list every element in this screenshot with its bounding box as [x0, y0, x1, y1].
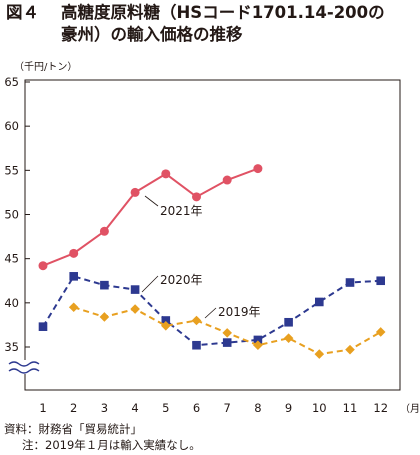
data-point-2019年-11 [345, 344, 355, 355]
data-point-2019年-6 [191, 315, 202, 326]
x-tick-label: 3 [101, 401, 108, 415]
data-point-2021年-1 [38, 261, 48, 271]
data-point-2021年-3 [99, 226, 109, 236]
chart-title: 図４ 高糖度原料糖（HSコード1701.14-200の 豪州）の輸入価格の推移 [6, 2, 385, 46]
data-point-2020年-8 [253, 335, 263, 345]
title-line-1: 高糖度原料糖（HSコード1701.14-200の [61, 3, 385, 22]
x-axis-unit: （月） [400, 403, 420, 415]
x-tick-label: 7 [224, 401, 231, 415]
data-point-2020年-11 [345, 278, 355, 287]
data-point-2020年-5 [161, 316, 171, 325]
y-tick-label: 35 [4, 340, 19, 354]
series-line-2021年 [42, 167, 259, 267]
series-label-2020年: 2020年 [160, 273, 203, 287]
series-label-2021年: 2021年 [160, 204, 203, 218]
y-tick-label: 60 [4, 119, 19, 133]
data-point-2019年-12 [375, 327, 386, 337]
x-tick-label: 4 [131, 401, 138, 415]
x-tick-label: 10 [312, 401, 327, 415]
data-point-2021年-5 [161, 169, 171, 179]
data-point-2021年-4 [130, 187, 140, 197]
data-point-2021年-8 [253, 164, 263, 174]
data-point-2019年-4 [130, 304, 140, 314]
x-tick-label: 12 [373, 401, 388, 415]
y-axis-label: （千円/トン） [14, 61, 77, 73]
x-tick-label: 9 [285, 401, 292, 415]
data-point-2020年-12 [376, 276, 385, 286]
data-point-2021年-2 [69, 248, 79, 258]
data-point-2019年-5 [161, 321, 171, 331]
x-tick-label: 11 [343, 401, 358, 415]
data-point-2020年-4 [130, 285, 140, 294]
series-line-2020年 [42, 275, 381, 347]
y-tick-label: 50 [4, 208, 19, 222]
x-tick-label: 6 [193, 401, 200, 415]
data-point-2019年-10 [314, 349, 325, 359]
x-tick-label: 1 [39, 401, 46, 415]
series-label-pointer [204, 307, 217, 319]
data-point-2019年-2 [68, 302, 79, 313]
axis-break-icon [8, 368, 40, 374]
data-point-2020年-2 [69, 272, 78, 281]
data-point-2020年-7 [222, 338, 232, 347]
data-point-2019年-3 [99, 312, 110, 322]
y-tick-label: 55 [4, 163, 19, 177]
axis-break-icon [8, 361, 40, 367]
data-point-2019年-7 [222, 328, 232, 338]
title-line-2: 豪州）の輸入価格の推移 [61, 25, 243, 44]
y-tick-label: 65 [4, 75, 19, 89]
data-point-2021年-6 [192, 192, 201, 202]
series-label-2019年: 2019年 [218, 305, 261, 319]
plot-frame [24, 79, 401, 391]
data-point-2020年-6 [192, 340, 201, 350]
series-label-pointer [144, 195, 159, 207]
data-point-2020年-10 [315, 297, 324, 307]
data-point-2019年-8 [253, 340, 263, 351]
series-label-pointer [141, 275, 159, 293]
data-point-2021年-7 [222, 175, 232, 185]
data-point-2020年-9 [284, 317, 293, 327]
y-tick-label: 40 [4, 296, 19, 310]
data-point-2020年-3 [100, 280, 109, 290]
y-tick-label: 45 [4, 252, 19, 266]
figure-label: 図４ [6, 3, 39, 22]
data-point-2020年-1 [38, 322, 48, 331]
x-tick-label: 2 [70, 401, 77, 415]
x-tick-label: 5 [162, 401, 169, 415]
source-notes: 資料：財務省「貿易統計」 注：2019年１月は輸入実績なし。 [4, 421, 201, 453]
data-point-2019年-9 [283, 333, 294, 343]
note-text: 注：2019年１月は輸入実績なし。 [22, 438, 201, 452]
source-text: 資料：財務省「貿易統計」 [4, 422, 142, 436]
x-tick-label: 8 [254, 401, 261, 415]
